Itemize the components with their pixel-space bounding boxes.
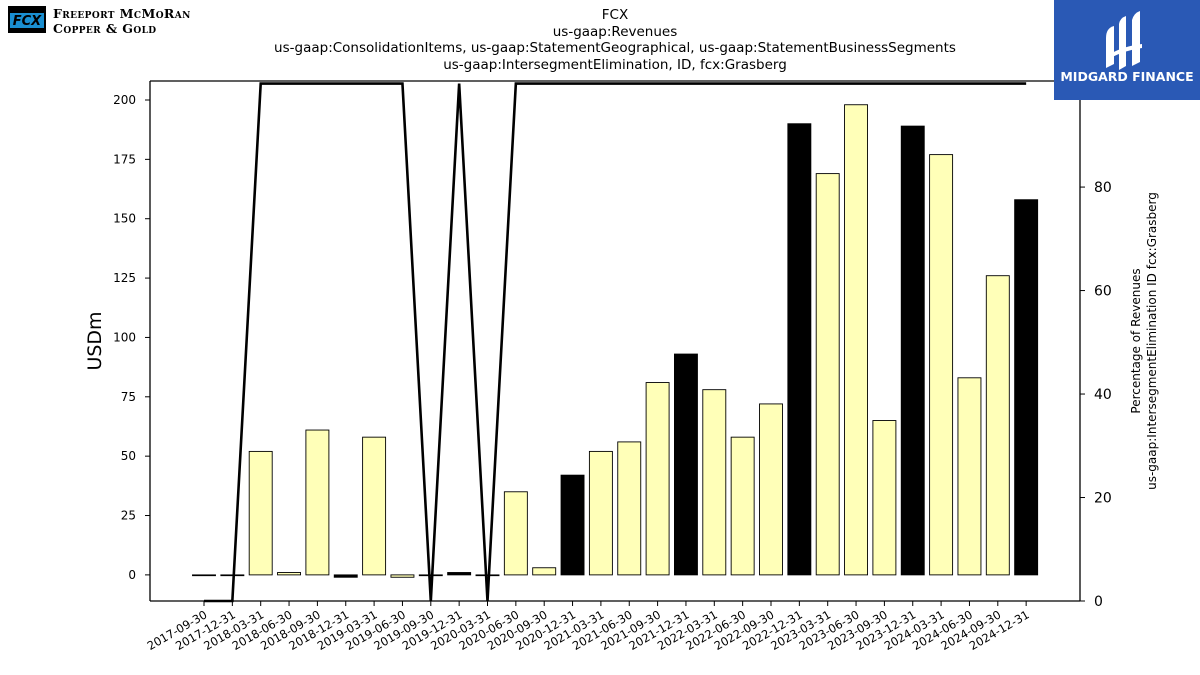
chart-title: FCX us-gaap:Revenues us-gaap:Consolidati… (215, 7, 1015, 73)
logo-line2: Copper & Gold (53, 21, 157, 36)
y2-tick-label: 20 (1094, 491, 1112, 507)
bar (872, 420, 897, 576)
bar-series (192, 104, 1039, 578)
y-tick-label: 75 (121, 390, 136, 404)
bar (192, 574, 216, 577)
bar (220, 574, 245, 577)
title-axes: us-gaap:ConsolidationItems, us-gaap:Stat… (274, 40, 956, 56)
bar (759, 403, 783, 576)
y-tick-label: 125 (113, 271, 136, 285)
y-tick-label: 100 (113, 330, 136, 344)
bar (617, 441, 642, 576)
bar (844, 104, 868, 576)
title-concept: us-gaap:Revenues (552, 23, 678, 40)
bar (815, 173, 840, 576)
y2-tick-label: 40 (1094, 387, 1112, 403)
fcx-mark-icon: FCX (8, 6, 46, 33)
percentage-line-series (204, 82, 1027, 603)
y2-tick-label: 80 (1094, 180, 1112, 196)
svg-text:FCX: FCX (13, 14, 42, 29)
y-tick-label: 25 (121, 509, 136, 523)
bar (929, 154, 954, 576)
left-y-ticks: 0 25 50 75 100 125 150 175 200 (113, 93, 150, 582)
bar (532, 567, 557, 576)
percentage-line (204, 82, 1027, 603)
bar (333, 574, 358, 578)
bar (418, 574, 443, 577)
logo-line1: Freeport McMoRan (53, 6, 191, 21)
y-axis-label: USDm (84, 311, 106, 370)
bar (447, 572, 472, 576)
brand-name: MIDGARD FINANCE (1060, 69, 1193, 84)
bar (787, 123, 812, 576)
y-tick-label: 150 (113, 212, 136, 226)
right-y-ticks: 020406080100 (1080, 77, 1121, 610)
bar (362, 436, 387, 576)
bar (560, 474, 585, 576)
bar (957, 377, 982, 576)
y-tick-label: 200 (113, 93, 136, 107)
y2-tick-label: 0 (1094, 594, 1103, 610)
y2-tick-label: 60 (1094, 284, 1112, 300)
y2-axis-label-line1: Percentage of Revenues (1129, 268, 1143, 413)
x-ticks: 2017-09-302017-12-312018-03-312018-06-30… (145, 601, 1032, 653)
freeport-mcmoran-logo: FCX Freeport McMoRan Copper & Gold (8, 6, 218, 36)
bar (1014, 199, 1039, 576)
y-tick-label: 50 (121, 449, 136, 463)
y-tick-label: 0 (128, 568, 136, 582)
bar (702, 389, 727, 576)
bar (900, 125, 925, 576)
axes (149, 80, 1081, 602)
bar (248, 450, 273, 576)
bar (503, 491, 528, 576)
y-tick-label: 175 (113, 152, 136, 166)
midgard-finance-logo: MIDGARD FINANCE (1054, 0, 1200, 100)
bar (674, 353, 698, 576)
bar (645, 382, 670, 576)
bar (277, 572, 301, 576)
bar (730, 436, 755, 576)
bar (475, 574, 500, 577)
bar (985, 275, 1010, 576)
y2-axis-label-line2: us-gaap:IntersegmentElimination ID fcx:G… (1145, 192, 1159, 490)
title-company: FCX (601, 7, 629, 23)
midgard-emblem-icon (1106, 11, 1142, 70)
title-members: us-gaap:IntersegmentElimination, ID, fcx… (443, 56, 787, 73)
bar (588, 450, 613, 576)
bar (305, 429, 330, 576)
bar (390, 574, 415, 578)
